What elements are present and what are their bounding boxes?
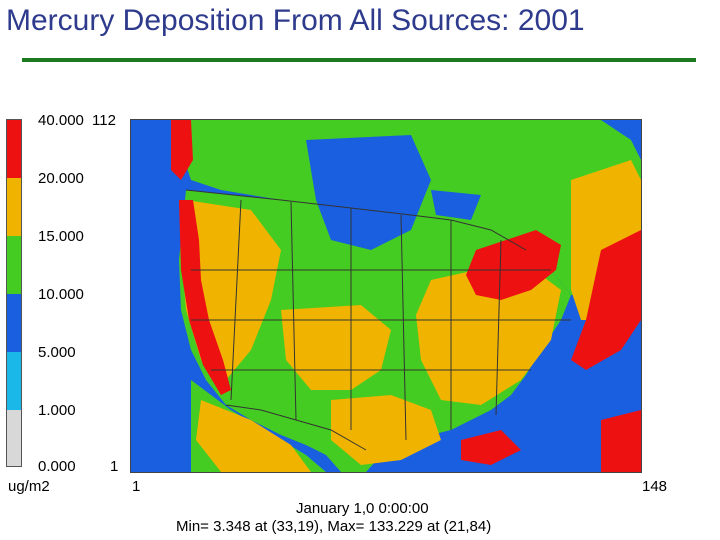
x-axis-right-label: 148 (642, 478, 668, 495)
legend-color-bar (6, 119, 22, 467)
legend-label: 1.000 (38, 402, 76, 419)
legend-swatch-cyan (7, 352, 21, 410)
blue-northern-plains (306, 135, 431, 250)
date-label: January 1,0 0:00:00 (296, 500, 429, 517)
blue-great-lakes (431, 190, 481, 220)
legend-swatch-blue (7, 294, 21, 352)
state-line (290, 201, 297, 421)
min-max-stats: Min= 3.348 at (33,19), Max= 133.229 at (… (176, 518, 492, 535)
x-axis-left-label: 1 (132, 478, 141, 495)
y-axis-bottom-label: 1 (110, 458, 119, 475)
legend-label: 20.000 (38, 170, 84, 187)
legend-swatch-green (7, 236, 21, 294)
legend-swatch-gray (7, 410, 21, 466)
deposition-map-svg (131, 120, 641, 472)
legend-unit: ug/m2 (8, 478, 50, 495)
legend-label: 10.000 (38, 286, 84, 303)
legend-swatch-orange (7, 178, 21, 236)
legend-label: 5.000 (38, 344, 76, 361)
red-gulf (461, 430, 521, 465)
red-ohio-valley (466, 230, 561, 300)
orange-central (281, 305, 391, 390)
deposition-map (130, 119, 642, 473)
orange-south (331, 395, 441, 465)
border-lines (185, 189, 571, 451)
legend-label: 15.000 (38, 228, 84, 245)
red-west-coast (179, 200, 231, 395)
state-line (230, 199, 242, 401)
page-title: Mercury Deposition From All Sources: 200… (6, 4, 585, 37)
legend-swatch-red (7, 120, 21, 178)
canada-us-border (185, 189, 527, 251)
red-atlantic (571, 230, 641, 370)
legend-label: 0.000 (38, 458, 76, 475)
orange-east (416, 260, 561, 405)
state-line (495, 239, 502, 416)
state-line (400, 214, 407, 441)
y-axis-top-label: 112 (92, 112, 116, 129)
legend-label: 40.000 (38, 112, 84, 129)
red-northwest-corner (171, 120, 193, 180)
orange-mexico (196, 400, 311, 472)
red-southeast-coast (601, 410, 641, 472)
title-divider (22, 58, 696, 62)
